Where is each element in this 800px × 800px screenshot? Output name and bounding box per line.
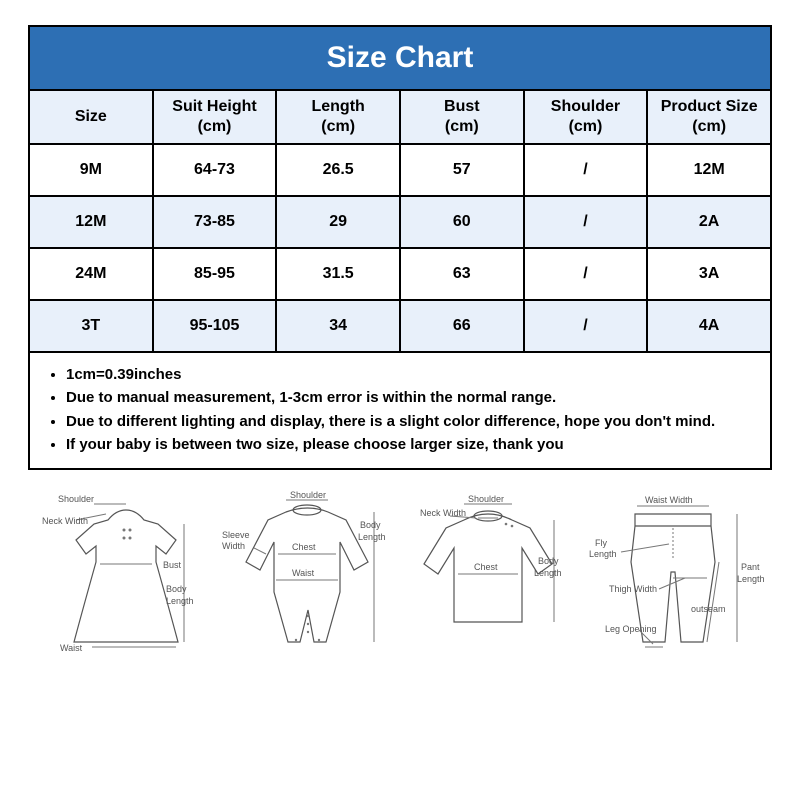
- table-row: 12M73-852960/2A: [29, 196, 771, 248]
- col-bust: Bust(cm): [400, 90, 524, 144]
- note-item: Due to manual measurement, 1-3cm error i…: [66, 386, 756, 409]
- col-size: Size: [29, 90, 153, 144]
- label-pantlen: Pant: [741, 562, 760, 572]
- table-cell: 29: [276, 196, 400, 248]
- label-neckwidth: Neck Width: [42, 516, 88, 526]
- svg-text:Length: Length: [534, 568, 562, 578]
- label-chest: Chest: [474, 562, 498, 572]
- label-thigh: Thigh Width: [609, 584, 657, 594]
- col-shoulder: Shoulder(cm): [524, 90, 648, 144]
- table-row: 3T95-1053466/4A: [29, 300, 771, 352]
- table-cell: 4A: [647, 300, 771, 352]
- table-cell: /: [524, 248, 648, 300]
- table-cell: 9M: [29, 144, 153, 196]
- label-sleeve: Sleeve: [222, 530, 250, 540]
- svg-text:Length: Length: [589, 549, 617, 559]
- table-body: 9M64-7326.557/12M12M73-852960/2A24M85-95…: [29, 144, 771, 352]
- label-shoulder: Shoulder: [290, 490, 326, 500]
- table-cell: /: [524, 196, 648, 248]
- label-outseam: outseam: [691, 604, 726, 614]
- table-cell: 3A: [647, 248, 771, 300]
- table-cell: 64-73: [153, 144, 277, 196]
- table-cell: 3T: [29, 300, 153, 352]
- label-bodylength: Body: [166, 584, 187, 594]
- label-chest: Chest: [292, 542, 316, 552]
- label-shoulder: Shoulder: [468, 494, 504, 504]
- table-cell: 2A: [647, 196, 771, 248]
- table-cell: 57: [400, 144, 524, 196]
- diagram-dress: Shoulder Neck Width Bust Waist Body Leng…: [34, 492, 216, 667]
- label-bust: Bust: [163, 560, 182, 570]
- table-cell: /: [524, 300, 648, 352]
- table-cell: 85-95: [153, 248, 277, 300]
- table-cell: 31.5: [276, 248, 400, 300]
- chart-title: Size Chart: [28, 25, 772, 89]
- label-bodylength: Body: [538, 556, 559, 566]
- table-header-row: Size Suit Height(cm) Length(cm) Bust(cm)…: [29, 90, 771, 144]
- table-cell: 60: [400, 196, 524, 248]
- table-cell: 95-105: [153, 300, 277, 352]
- diagrams-row: Shoulder Neck Width Bust Waist Body Leng…: [28, 492, 772, 667]
- diagram-pants: Waist Width Fly Length Thigh Width Leg O…: [581, 492, 766, 667]
- note-item: Due to different lighting and display, t…: [66, 410, 756, 433]
- col-product-size: Product Size(cm): [647, 90, 771, 144]
- table-cell: 12M: [29, 196, 153, 248]
- table-cell: 66: [400, 300, 524, 352]
- label-waist: Waist: [292, 568, 315, 578]
- svg-text:Length: Length: [358, 532, 386, 542]
- table-row: 9M64-7326.557/12M: [29, 144, 771, 196]
- notes-list: 1cm=0.39inchesDue to manual measurement,…: [44, 363, 756, 456]
- diagram-top: Shoulder Neck Width Chest Body Length: [399, 492, 581, 667]
- note-item: 1cm=0.39inches: [66, 363, 756, 386]
- table-cell: 73-85: [153, 196, 277, 248]
- table-cell: /: [524, 144, 648, 196]
- table-cell: 26.5: [276, 144, 400, 196]
- table-row: 24M85-9531.563/3A: [29, 248, 771, 300]
- label-legopen: Leg Opening: [605, 624, 657, 634]
- table-cell: 24M: [29, 248, 153, 300]
- table-cell: 34: [276, 300, 400, 352]
- label-waist: Waist: [60, 643, 83, 653]
- svg-text:Length: Length: [166, 596, 194, 606]
- note-item: If your baby is between two size, please…: [66, 433, 756, 456]
- col-suit-height: Suit Height(cm): [153, 90, 277, 144]
- col-length: Length(cm): [276, 90, 400, 144]
- label-bodylength: Body: [360, 520, 381, 530]
- table-cell: 12M: [647, 144, 771, 196]
- svg-text:Width: Width: [222, 541, 245, 551]
- label-waistwidth: Waist Width: [645, 495, 693, 505]
- diagram-romper: Shoulder Sleeve Width Chest Waist Body L…: [216, 492, 398, 667]
- size-table: Size Suit Height(cm) Length(cm) Bust(cm)…: [28, 89, 772, 353]
- label-fly: Fly: [595, 538, 607, 548]
- svg-text:Length: Length: [737, 574, 765, 584]
- table-cell: 63: [400, 248, 524, 300]
- notes-section: 1cm=0.39inchesDue to manual measurement,…: [28, 353, 772, 470]
- label-shoulder: Shoulder: [58, 494, 94, 504]
